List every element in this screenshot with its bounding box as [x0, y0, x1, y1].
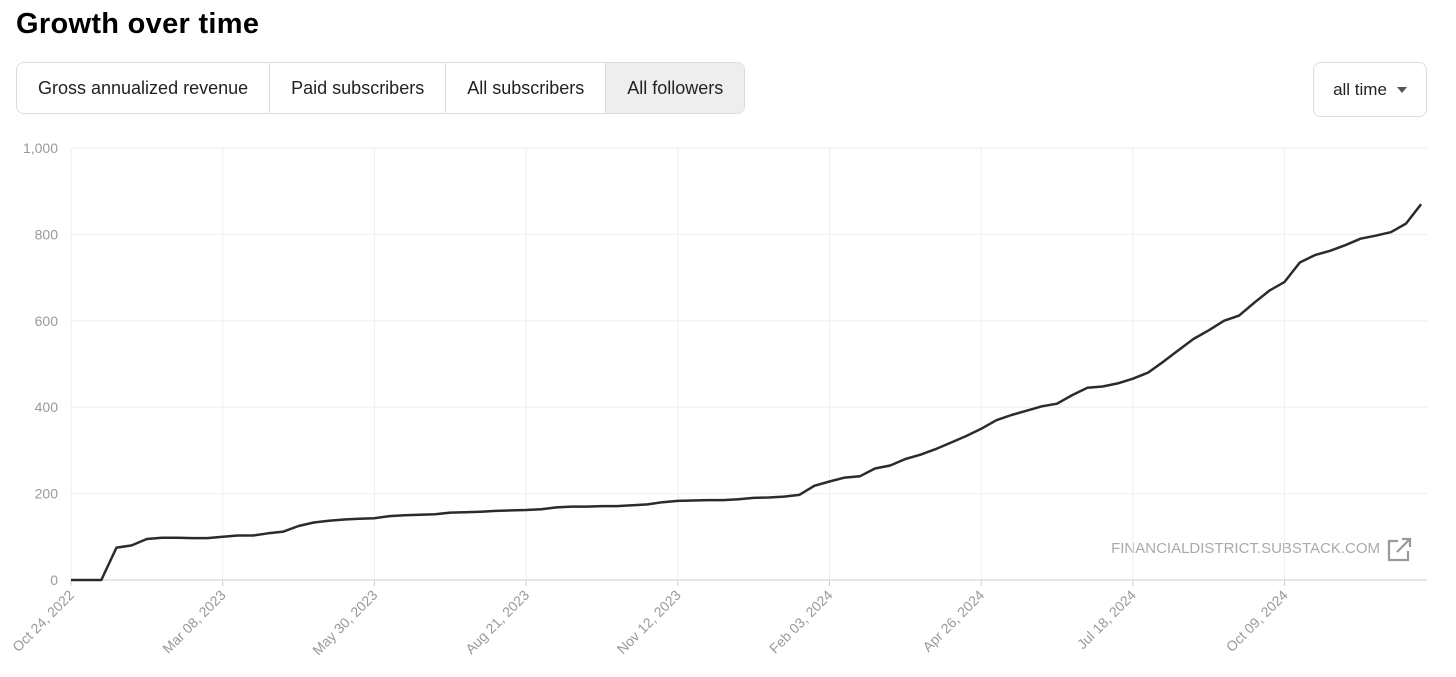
external-link-icon	[1387, 537, 1412, 562]
tab[interactable]: All subscribers	[445, 63, 606, 113]
x-tick-label: May 30, 2023	[309, 587, 380, 658]
tab[interactable]: All followers	[605, 63, 745, 113]
tab[interactable]: Paid subscribers	[269, 63, 446, 113]
data-line	[71, 203, 1423, 582]
x-tick-label: Jul 18, 2024	[1074, 587, 1139, 652]
page-title: Growth over time	[16, 8, 260, 40]
x-tick-label: Mar 08, 2023	[159, 587, 229, 657]
x-tick-label: Nov 12, 2023	[614, 587, 684, 657]
y-tick-label: 1,000	[23, 140, 58, 156]
y-tick-label: 200	[35, 486, 59, 502]
range-dropdown[interactable]: all time	[1313, 62, 1427, 117]
x-tick-label: Feb 03, 2024	[766, 587, 836, 657]
y-tick-label: 800	[35, 226, 59, 242]
x-tick-label: Oct 24, 2022	[9, 587, 77, 655]
y-tick-label: 400	[35, 399, 59, 415]
watermark: FINANCIALDISTRICT.SUBSTACK.COM	[1111, 540, 1380, 557]
y-tick-label: 0	[50, 572, 58, 588]
dropdown-label: all time	[1333, 79, 1387, 99]
x-tick-label: Oct 09, 2024	[1223, 587, 1291, 655]
x-tick-label: Apr 26, 2024	[919, 587, 987, 655]
y-tick-label: 600	[35, 313, 59, 329]
tab-bar: Gross annualized revenue Paid subscribers…	[16, 62, 746, 114]
tab[interactable]: Gross annualized revenue	[17, 63, 270, 113]
x-tick-label: Aug 21, 2023	[462, 587, 532, 657]
dropdown-arrow	[1396, 86, 1407, 93]
